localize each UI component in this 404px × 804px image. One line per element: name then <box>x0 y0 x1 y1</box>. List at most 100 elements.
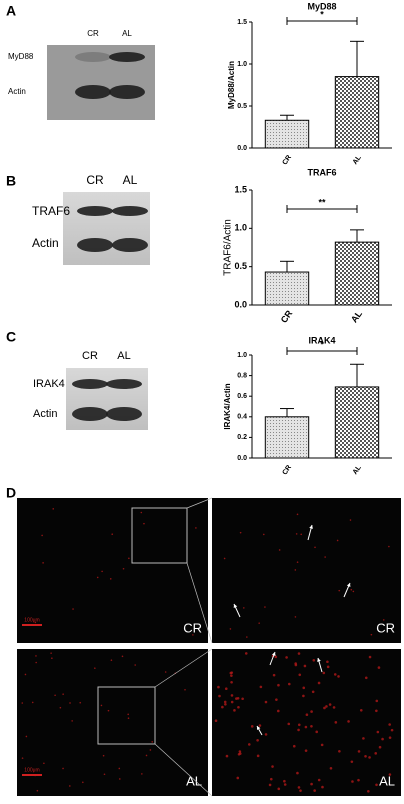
red-signal <box>274 655 278 659</box>
red-signal <box>140 511 143 514</box>
red-signal <box>35 661 37 664</box>
red-signal <box>103 773 106 776</box>
red-signal <box>376 730 380 734</box>
blot-background <box>63 192 150 265</box>
red-signal <box>303 664 307 668</box>
red-signal <box>390 728 394 732</box>
lane-label: AL <box>117 350 130 362</box>
red-signal <box>310 710 313 713</box>
group-label: AL <box>379 773 395 788</box>
red-signal <box>338 750 341 753</box>
red-signal <box>111 533 114 536</box>
red-signal <box>374 752 378 755</box>
y-tick-label: 0.4 <box>237 414 247 421</box>
red-signal <box>52 508 55 510</box>
red-signal <box>256 754 260 758</box>
red-signal <box>381 737 384 741</box>
red-signal <box>367 789 370 793</box>
red-signal <box>357 778 360 782</box>
red-signal <box>243 607 245 609</box>
y-tick-label: 0.5 <box>234 261 247 271</box>
red-signal <box>79 701 82 704</box>
row-label: TRAF6 <box>32 204 70 218</box>
red-signal <box>127 713 129 716</box>
blot-band <box>109 52 145 62</box>
red-signal <box>235 697 238 700</box>
red-signal <box>96 576 99 579</box>
x-tick-label: AL <box>352 154 364 166</box>
red-signal <box>338 589 341 592</box>
red-signal <box>214 719 218 723</box>
red-signal <box>36 789 39 792</box>
red-signal <box>54 694 56 697</box>
significance-label: ** <box>318 197 326 207</box>
red-signal <box>238 752 242 755</box>
red-signal <box>359 708 363 712</box>
red-signal <box>244 652 248 655</box>
group-label: CR <box>183 620 202 635</box>
red-signal <box>313 789 316 792</box>
red-signal <box>42 562 44 564</box>
red-signal <box>324 556 326 558</box>
red-signal <box>21 757 24 759</box>
red-signal <box>317 778 321 782</box>
charts: MyD88 MyD88/Actin 0.0 0.5 1.0 1.5 CR AL * TRAF6 TR… <box>223 1 392 476</box>
micrograph <box>17 498 208 643</box>
red-signal <box>329 767 333 770</box>
y-axis-label: IRAK4/Actin <box>223 383 232 429</box>
x-tick-label: CR <box>279 308 295 325</box>
red-signal <box>230 674 233 677</box>
scale-bar-label: 100μm <box>24 617 39 623</box>
red-signal <box>333 673 337 676</box>
blot-band <box>109 85 145 99</box>
red-signal <box>272 673 276 677</box>
red-signal <box>21 702 24 704</box>
row-label: Actin <box>32 236 59 250</box>
red-signal <box>259 685 263 689</box>
zoom-box <box>97 686 156 745</box>
red-signal <box>100 704 103 707</box>
red-signal <box>287 722 291 726</box>
red-signal <box>184 688 186 691</box>
red-signal <box>317 681 321 685</box>
blot-band <box>77 206 113 216</box>
red-signal <box>297 723 301 727</box>
red-signal <box>94 667 96 669</box>
red-signal <box>82 781 84 784</box>
y-tick-label: 1.0 <box>237 61 247 68</box>
x-tick-label: CR <box>282 154 294 166</box>
red-signal <box>268 783 272 787</box>
significance-label: * <box>320 9 324 19</box>
micrograph <box>17 649 208 796</box>
lane-label: CR <box>82 350 98 362</box>
red-signal <box>102 754 105 757</box>
red-signal <box>388 736 392 739</box>
red-signal <box>277 787 281 791</box>
red-signal <box>41 534 43 537</box>
red-signal <box>217 685 220 689</box>
red-signal <box>258 622 260 624</box>
red-signal <box>352 590 355 593</box>
x-tick-label: AL <box>352 464 364 476</box>
red-signal <box>283 779 286 783</box>
red-signal <box>388 723 391 726</box>
red-signal <box>292 744 296 748</box>
y-tick-label: 1.5 <box>237 19 247 26</box>
red-signal <box>151 741 154 743</box>
red-signal <box>297 728 300 732</box>
red-signal <box>350 760 354 764</box>
red-signal <box>62 693 64 695</box>
red-signal <box>285 656 288 659</box>
y-tick-label: 0.0 <box>237 145 247 152</box>
red-signal <box>237 705 240 709</box>
chart-title: IRAK4 <box>308 335 335 345</box>
y-tick-label: 0.5 <box>237 103 247 110</box>
red-signal <box>377 666 381 669</box>
zoom-box <box>131 507 188 564</box>
arrow-head <box>257 726 261 730</box>
red-signal <box>315 730 319 734</box>
red-signal <box>25 735 28 738</box>
blot-band <box>75 52 111 62</box>
arrow-head <box>309 525 313 529</box>
zoom-line <box>186 497 213 509</box>
